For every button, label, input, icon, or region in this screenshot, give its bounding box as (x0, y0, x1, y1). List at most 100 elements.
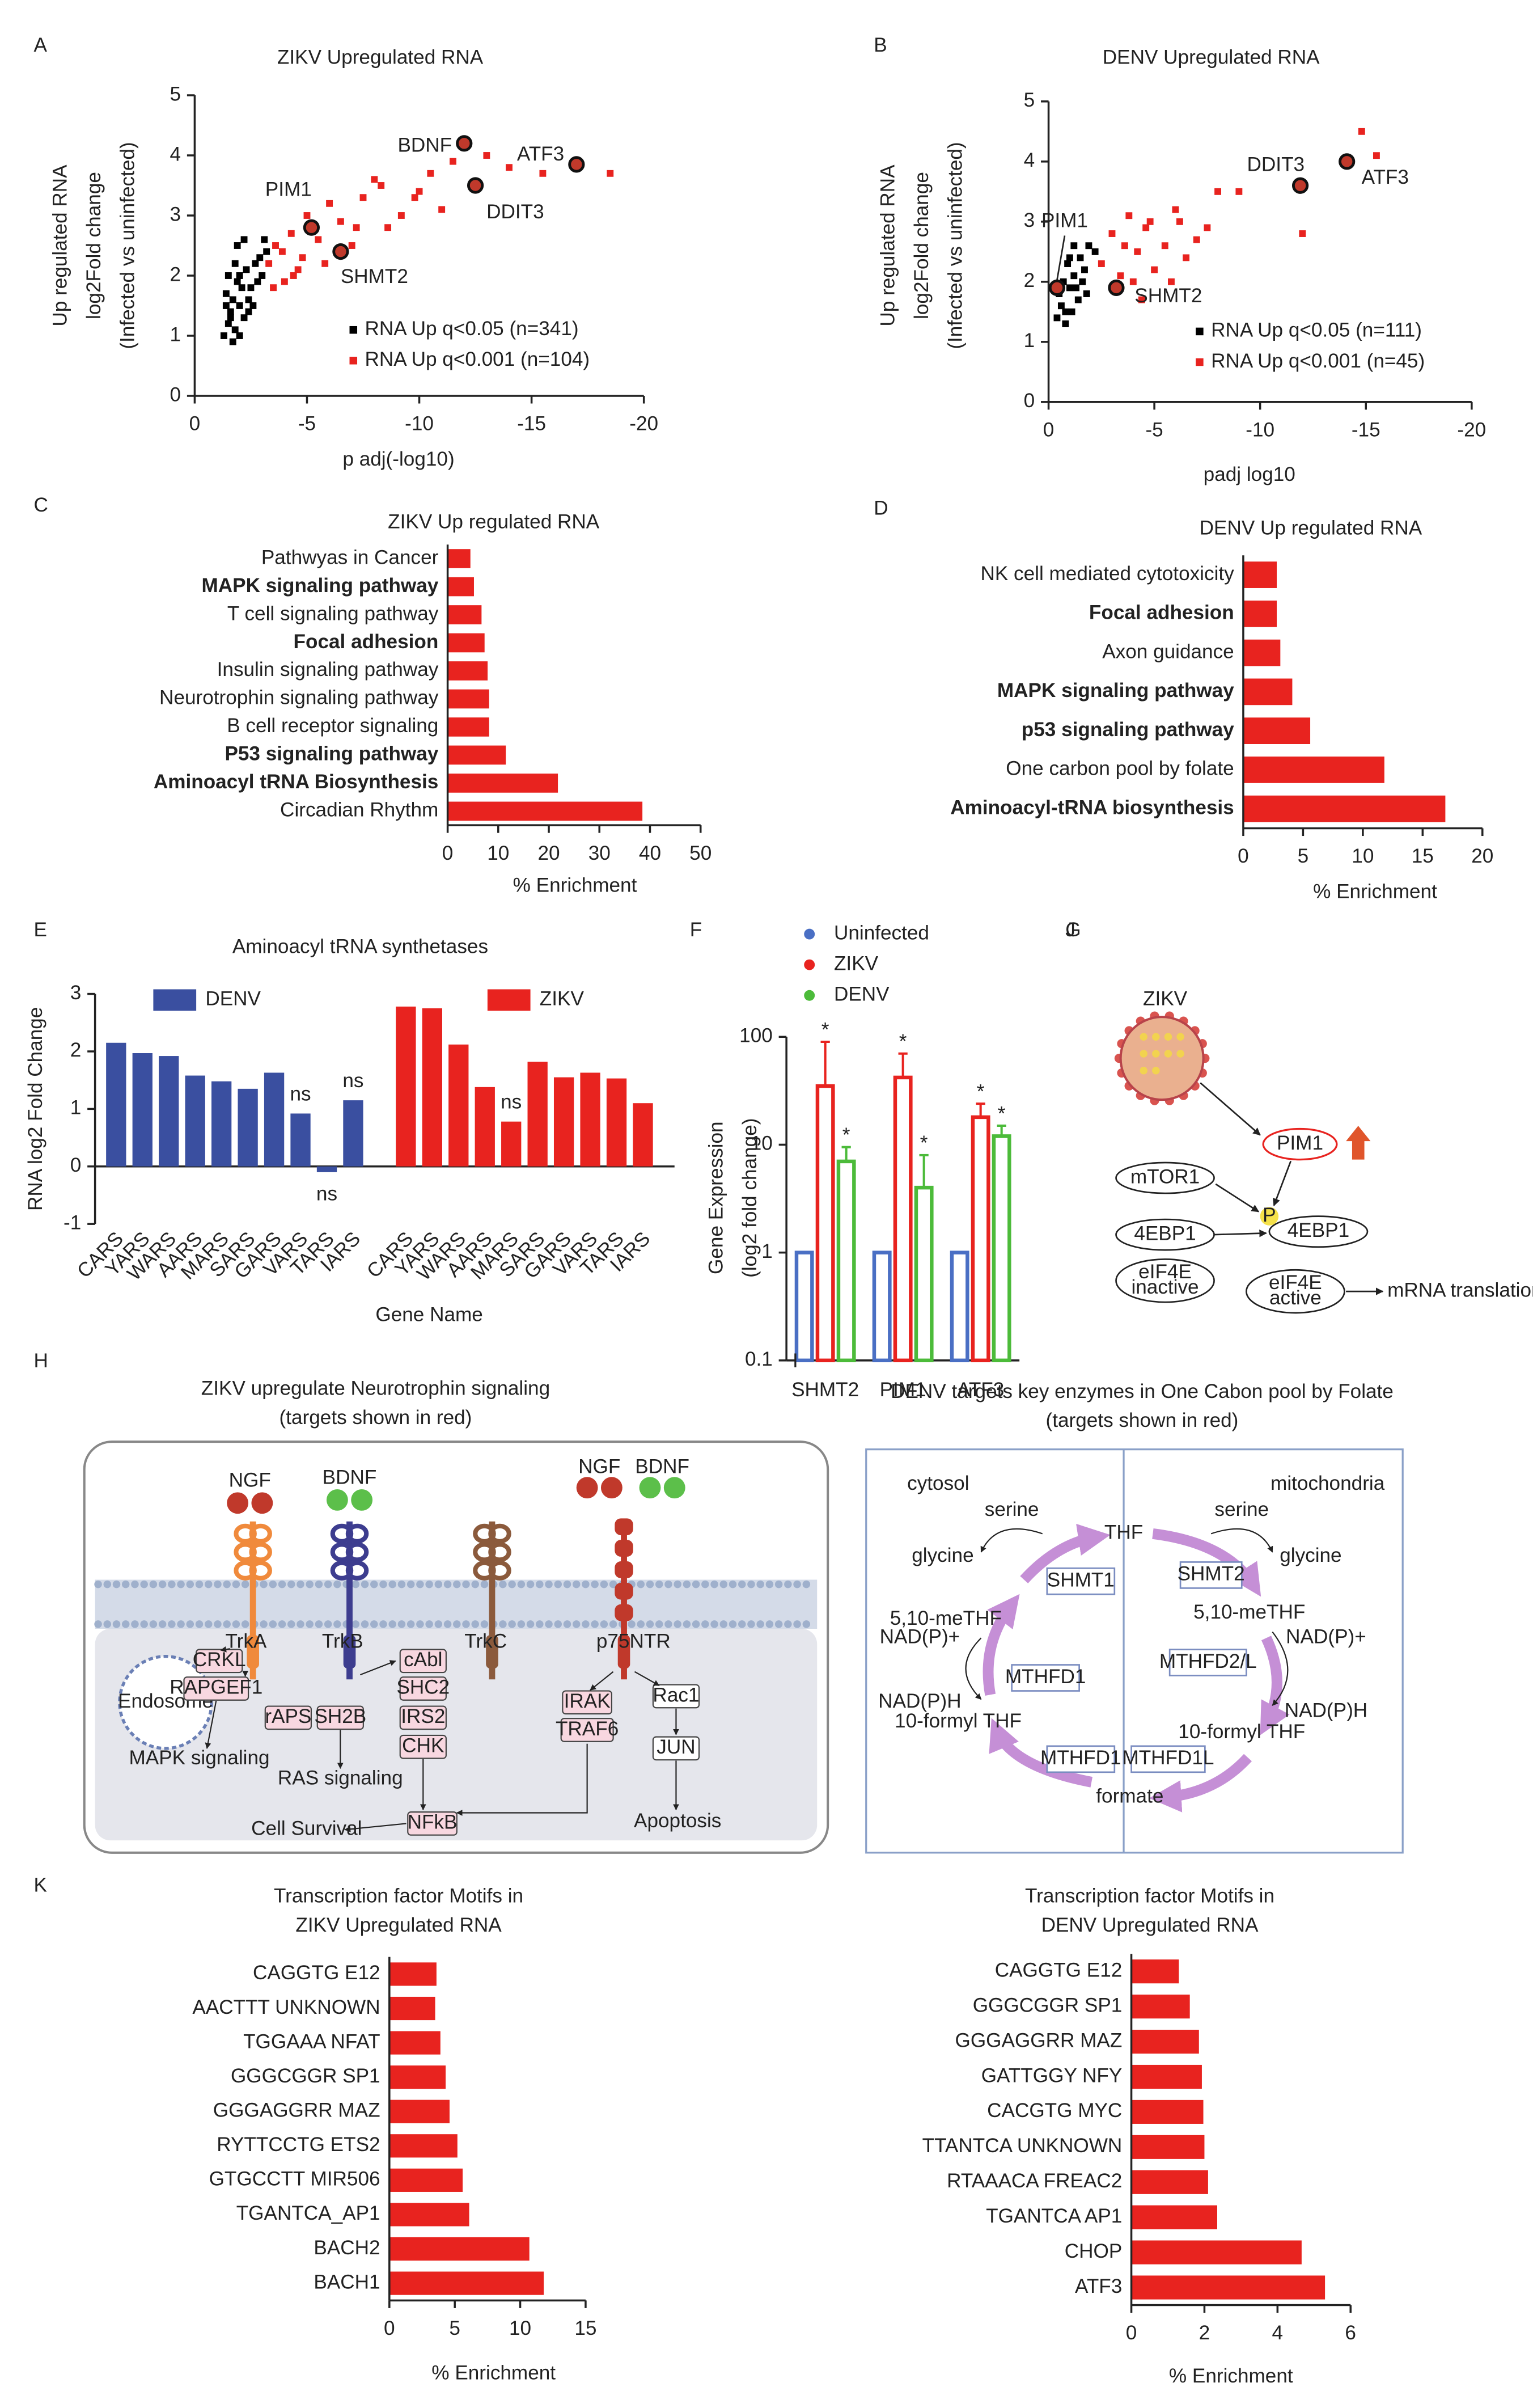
lipid (232, 1580, 240, 1589)
legend-swatch (153, 989, 197, 1011)
bar (389, 2237, 530, 2261)
lipid (508, 1620, 516, 1628)
lipid (499, 1620, 507, 1628)
x-tick-label: 15 (574, 2317, 596, 2339)
category-label: Insulin signaling pathway (217, 658, 439, 681)
panel-label: E (33, 919, 46, 941)
panel-label: I (793, 1350, 798, 1372)
significance: * (977, 1080, 985, 1102)
lipid (774, 1580, 783, 1589)
x-tick-label: 0 (384, 2317, 395, 2339)
lipid (149, 1580, 158, 1589)
point (1138, 296, 1145, 303)
protein-box (196, 1649, 243, 1674)
point (1129, 278, 1137, 285)
bar (950, 1251, 969, 1363)
data-label: ns (501, 1091, 522, 1113)
point (236, 332, 243, 339)
panel-label: F (690, 919, 702, 941)
point (1168, 278, 1175, 285)
panel-label: B (874, 34, 887, 56)
lipid (526, 1580, 535, 1589)
data-label: ns (316, 1183, 337, 1205)
protein-label: cAbl (404, 1649, 442, 1671)
data-label: ns (290, 1083, 311, 1105)
lipid (379, 1580, 387, 1589)
bar (914, 1185, 934, 1363)
x-tick-label: -20 (629, 413, 658, 435)
lipid (177, 1580, 185, 1589)
lipid (563, 1580, 571, 1589)
x-tick-label: 5 (1298, 845, 1309, 867)
annotation: BDNF (397, 134, 452, 156)
chart-title: ZIKV Upregulated RNA (277, 46, 484, 68)
bar (316, 1166, 337, 1172)
lipid (453, 1580, 461, 1589)
lipid (517, 1580, 526, 1589)
y-tick-label: 1 (1024, 329, 1035, 352)
point (247, 284, 255, 292)
point (1358, 128, 1365, 135)
category-label: NK cell mediated cytotoxicity (980, 563, 1234, 585)
panel-label: D (874, 497, 888, 519)
chart-title: DENV Upregulated RNA (1041, 1914, 1259, 1936)
receptor-domain (473, 1523, 496, 1544)
virus-dot (1176, 1033, 1184, 1041)
category-label: GATTGGY NFY (981, 2064, 1123, 2086)
point (1125, 212, 1133, 219)
point (234, 242, 241, 249)
protein-box (407, 1811, 458, 1836)
node (1115, 1258, 1215, 1303)
point (1134, 248, 1141, 255)
point (240, 314, 248, 322)
category-label: TTANTCA UNKNOWN (922, 2135, 1123, 2157)
x-tick-label: 40 (639, 842, 661, 864)
enzyme-box (1046, 1567, 1116, 1595)
lipid (416, 1580, 424, 1589)
bar (633, 1103, 653, 1167)
legend-label: Uninfected (834, 922, 929, 944)
category-label: MAPK signaling pathway (202, 574, 439, 597)
lipid (765, 1620, 774, 1628)
protein-box (399, 1705, 447, 1730)
x-tick-label: -5 (298, 413, 316, 435)
x-axis-label: % Enrichment (431, 2361, 556, 2384)
enzyme-box (1011, 1664, 1080, 1692)
bar (389, 2031, 441, 2055)
lipid (121, 1580, 130, 1589)
protein-box (652, 1684, 700, 1709)
protein-label: NFkB (408, 1811, 458, 1834)
virus-dot (1140, 1050, 1147, 1058)
y-tick-label: 4 (170, 143, 181, 165)
category-label: CACGTG MYC (987, 2099, 1122, 2122)
x-tick-label: -5 (1145, 419, 1163, 441)
highlight-point (303, 219, 320, 236)
y-axis-label: Gene Expression (705, 1121, 727, 1274)
bar (1131, 2099, 1204, 2124)
node-label: 4EBP1 (1134, 1222, 1196, 1244)
highlight-point (332, 243, 349, 260)
point (299, 254, 306, 261)
ligand (227, 1492, 249, 1514)
bar (448, 1044, 469, 1167)
lipid (747, 1620, 755, 1628)
annotation: PIM1 (1041, 209, 1088, 231)
lipid (103, 1580, 112, 1589)
chart-title: Transcription factor Motifs in (1025, 1885, 1274, 1907)
y-tick-label: 0 (1024, 390, 1035, 412)
cycle-arrow (1149, 1754, 1252, 1813)
protein-label: SH2B (314, 1705, 366, 1727)
ligand-label: NGF (578, 1455, 620, 1477)
lipid (352, 1580, 360, 1589)
category-label: AACTTT UNKNOWN (192, 1996, 380, 2018)
node-label: eIF4E (1269, 1271, 1322, 1294)
receptor-label: TrkB (322, 1630, 363, 1653)
x-tick-label: -20 (1457, 419, 1486, 441)
point (278, 248, 286, 255)
panel-label: A (33, 34, 47, 56)
point (1083, 290, 1090, 297)
lipid (361, 1580, 369, 1589)
point (238, 284, 245, 292)
metabolite-label: 5,10-meTHF (890, 1607, 1002, 1629)
diagram-frame (865, 1448, 1404, 1854)
